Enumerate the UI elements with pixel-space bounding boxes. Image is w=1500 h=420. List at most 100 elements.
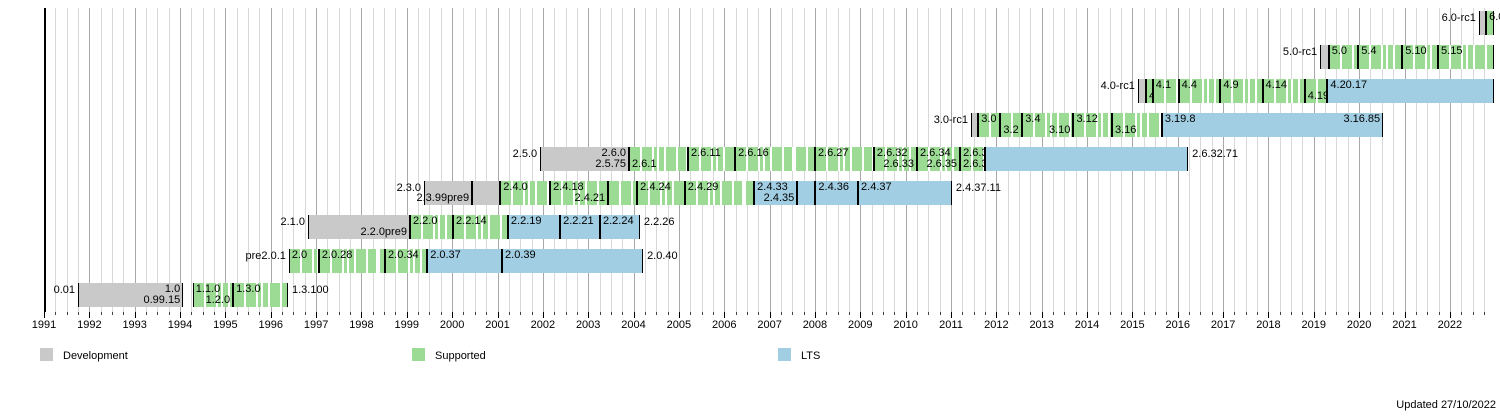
version-label: 2.5.75	[595, 158, 626, 170]
version-segment-supported: 3.12	[1073, 113, 1112, 137]
version-label: 2.4.29	[687, 181, 719, 193]
version-segment-supported: 3.4 3.10	[1022, 113, 1074, 137]
axis-tick	[1336, 312, 1338, 315]
gridline	[1302, 8, 1304, 312]
axis-tick	[1449, 312, 1451, 318]
version-label: 6.0-rc1	[1441, 12, 1476, 24]
version-label: 5.0-rc1	[1282, 46, 1318, 58]
axis-tick	[168, 312, 170, 315]
axis-tick	[1019, 312, 1021, 315]
axis-tick	[463, 312, 465, 315]
gridline	[1427, 8, 1429, 312]
gridline	[497, 8, 499, 312]
axis-tick	[951, 312, 952, 318]
version-label: 2.0	[291, 249, 308, 261]
version-label: 2.6.16	[738, 147, 769, 159]
version-segment-lts: 2.4.37	[858, 181, 952, 205]
version-segment-lts: 2.4.33 2.4.35	[754, 181, 798, 205]
version-label: 2.3.0	[396, 182, 422, 194]
axis-tick	[1245, 312, 1247, 315]
axis-tick	[180, 312, 182, 318]
axis-tick	[610, 312, 612, 315]
version-segment-supported: 1.1.0 1.2.0	[192, 283, 234, 307]
version-label: 3.16.85	[1343, 113, 1381, 125]
axis-tick	[996, 312, 998, 318]
version-segment-supported: 2.4.29	[684, 181, 755, 205]
version-segment-supported: 3.16	[1111, 113, 1162, 137]
version-label: 0.01	[53, 284, 76, 296]
gridline	[418, 8, 420, 312]
axis-tick	[780, 312, 782, 315]
axis-year-label: 2006	[712, 319, 737, 331]
version-label: 3.4	[1025, 113, 1041, 125]
version-segment-supported: 5.0	[1328, 45, 1359, 69]
version-label: 2.6.32	[876, 147, 908, 159]
version-segment-supported: 2.6.39 2.6.39.4	[960, 147, 1003, 171]
gridline	[191, 8, 193, 312]
version-label: 1.2.0	[205, 294, 231, 306]
gridline	[100, 8, 102, 312]
gridline	[89, 8, 91, 312]
axis-tick	[1211, 312, 1213, 315]
axis-tick	[440, 312, 442, 315]
axis-year-label: 2015	[1120, 319, 1145, 331]
axis-tick	[599, 312, 601, 315]
axis-year-label: 1993	[122, 319, 147, 331]
version-label: 2.6.33	[883, 158, 914, 170]
gridline	[1449, 8, 1451, 312]
axis-tick	[474, 312, 476, 315]
version-segment-lts: 4.20.17	[1327, 79, 1494, 103]
axis-tick	[588, 312, 590, 318]
gridline	[157, 8, 159, 312]
axis-tick	[270, 312, 272, 318]
axis-tick	[905, 312, 907, 318]
axis-tick	[304, 312, 306, 315]
axis-tick	[622, 312, 624, 315]
axis-tick	[1381, 312, 1383, 315]
gridline	[463, 8, 465, 312]
axis-tick	[214, 312, 216, 315]
version-segment-supported: 3.2	[1000, 113, 1023, 137]
version-label: 5.0	[1331, 45, 1348, 57]
axis-year-label: 2017	[1210, 319, 1236, 331]
version-label: 4.4	[1181, 79, 1197, 91]
axis-year-label: 2022	[1437, 319, 1463, 331]
gridline	[372, 8, 374, 312]
gridline	[350, 8, 352, 312]
axis-tick	[452, 312, 454, 318]
axis-tick	[1427, 312, 1429, 315]
version-segment-supported: 2.6.1	[629, 147, 688, 171]
gridline	[508, 8, 510, 312]
axis-tick	[497, 312, 499, 318]
gridline	[1381, 8, 1383, 312]
axis-year-label: 2021	[1392, 319, 1417, 331]
axis-tick	[1087, 312, 1089, 318]
legend-swatch-lts	[778, 348, 791, 361]
version-label: 3.0	[981, 113, 997, 125]
gridline	[327, 8, 329, 312]
gridline	[452, 8, 454, 312]
axis-tick	[576, 312, 578, 315]
axis-tick	[633, 312, 635, 318]
version-segment-supported: 2.4.24	[637, 181, 685, 205]
axis-tick	[146, 312, 148, 315]
gridline	[236, 8, 238, 312]
axis-tick	[678, 312, 680, 318]
axis-tick	[1189, 312, 1191, 315]
version-segment-supported: 2.4.18 2.4.21	[550, 181, 609, 205]
axis-tick	[1370, 312, 1372, 315]
gridline	[1472, 8, 1474, 312]
version-segment-supported: 2.6.34 2.6.35	[916, 147, 961, 171]
version-label: 2.4.33	[757, 181, 788, 193]
axis-tick	[928, 312, 930, 315]
gridline	[1438, 8, 1440, 312]
axis-tick	[1143, 312, 1145, 315]
axis-year-label: 2012	[984, 319, 1009, 331]
version-label: 4.0-rc1	[1100, 80, 1135, 92]
gridline	[531, 8, 533, 312]
version-segment-lts: 2.2.19	[507, 215, 561, 239]
axis-year-label: 2013	[1029, 319, 1054, 331]
version-label: 2.4.35	[763, 192, 795, 204]
gridline	[1234, 8, 1236, 312]
axis-year-label: 1996	[258, 319, 283, 331]
